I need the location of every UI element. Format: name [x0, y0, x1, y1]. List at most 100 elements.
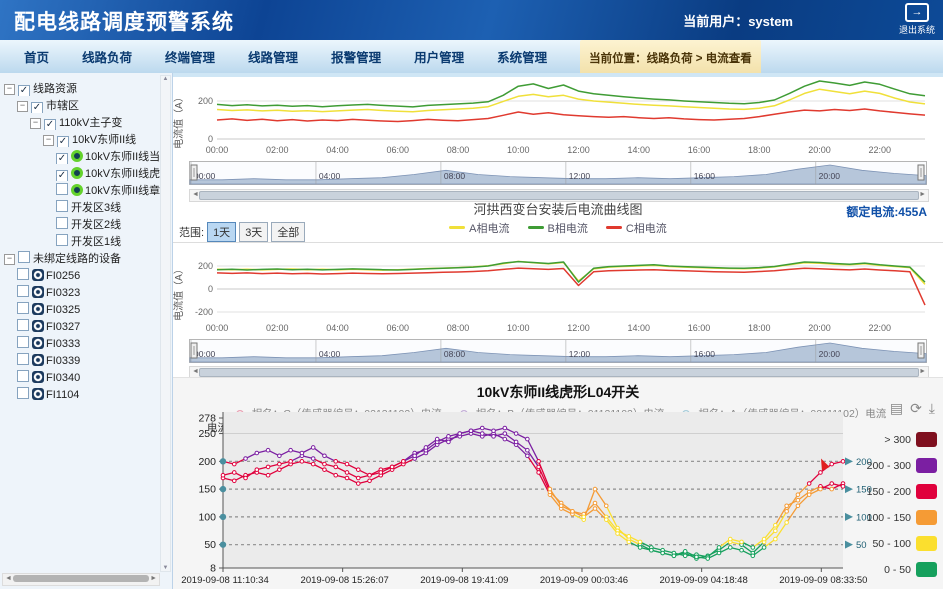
mid-chart-legend: A相电流 B相电流 C相电流 [173, 219, 943, 237]
scroll-left-icon[interactable]: ◄ [192, 368, 199, 375]
checkbox[interactable] [17, 302, 29, 314]
scroll-left-icon[interactable]: ◄ [192, 191, 199, 198]
tree-item[interactable]: FI0327 [2, 317, 161, 334]
tree-item[interactable]: FI1104 [2, 385, 161, 402]
checkbox[interactable]: ✓ [56, 170, 68, 181]
logout-button[interactable]: → 退出系统 [897, 3, 937, 36]
scrollbar-thumb[interactable] [13, 575, 149, 582]
tree-item[interactable]: − ✓ 市辖区 [2, 96, 161, 113]
tree-item[interactable]: ✓ 10kV东师II线虎形L0 [2, 164, 161, 181]
band-swatch [916, 432, 937, 447]
checkbox[interactable] [56, 217, 68, 229]
tree-item[interactable]: 开发区1线 [2, 232, 161, 249]
expander-icon[interactable]: − [43, 135, 54, 146]
svg-text:12:00: 12:00 [569, 171, 591, 181]
rated-current-label: 额定电流:455A [846, 205, 927, 219]
tree-item[interactable]: 开发区2线 [2, 215, 161, 232]
checkbox[interactable] [56, 200, 68, 212]
tree-item-label: 10kV东师II线 [72, 134, 137, 146]
nav-item-2[interactable]: 终端管理 [165, 51, 216, 65]
tree-item[interactable]: ✓ 10kV东师II线当塘L0 [2, 147, 161, 164]
chart-top-navigator[interactable]: 00:00 04:00 08:00 12:00 16:00 20:00 [189, 161, 929, 187]
checkbox[interactable] [17, 370, 29, 382]
svg-text:00:00: 00:00 [206, 145, 229, 155]
chart-top-scrollbar[interactable]: ◄ ► [189, 189, 929, 202]
scrollbar-thumb[interactable] [199, 368, 919, 377]
device-icon [32, 371, 44, 383]
scroll-right-icon[interactable]: ► [919, 368, 926, 375]
nav-item-6[interactable]: 系统管理 [497, 51, 548, 65]
tree-item[interactable]: 10kV东师II线章江L0 [2, 181, 161, 198]
scroll-up-icon[interactable]: ▲ [162, 76, 169, 82]
checkbox[interactable] [17, 319, 29, 331]
device-icon [32, 337, 44, 349]
checkbox[interactable] [17, 387, 29, 399]
checkbox[interactable] [18, 251, 30, 263]
legend-item: B相电流 [527, 220, 588, 236]
checkbox[interactable] [56, 234, 68, 246]
device-tree: − ✓ 线路资源 − ✓ 市辖区 − ✓ 110kV主子变 − ✓ 10kV东师II线 ✓ 10kV东师I… [2, 79, 161, 402]
band-swatch [916, 458, 937, 473]
checkbox[interactable] [56, 183, 68, 195]
tree-item[interactable]: 开发区3线 [2, 198, 161, 215]
nav-item-1[interactable]: 线路负荷 [82, 51, 133, 65]
svg-text:18:00: 18:00 [748, 323, 771, 333]
range-button-全部[interactable]: 全部 [271, 222, 306, 242]
tree-item[interactable]: − 未绑定线路的设备 [2, 249, 161, 266]
band-label: 200 - 300 [866, 460, 911, 472]
band-swatch [916, 536, 937, 551]
svg-text:14:00: 14:00 [628, 145, 651, 155]
nav-item-3[interactable]: 线路管理 [248, 51, 299, 65]
tree-item[interactable]: FI0339 [2, 351, 161, 368]
scroll-down-icon[interactable]: ▼ [162, 565, 169, 571]
tree-item[interactable]: FI0325 [2, 300, 161, 317]
tree-item-label: 110kV主子变 [59, 117, 123, 129]
tree-item[interactable]: − ✓ 110kV主子变 [2, 113, 161, 130]
phase-current-chart-mid[interactable]: 200 0 -200 00:00 02:00 04:00 06:00 08:00 10:00 12… [189, 245, 929, 337]
checkbox[interactable]: ✓ [18, 85, 30, 96]
tree-item-label: 市辖区 [46, 100, 79, 112]
tree-item[interactable]: FI0256 [2, 266, 161, 283]
scroll-right-icon[interactable]: ► [919, 191, 926, 198]
refresh-icon[interactable]: ⟳ [910, 400, 922, 416]
checkbox[interactable]: ✓ [56, 153, 68, 164]
checkbox[interactable]: ✓ [44, 119, 56, 130]
svg-text:18:00: 18:00 [748, 145, 771, 155]
expander-icon[interactable]: − [30, 118, 41, 129]
checkbox[interactable]: ✓ [31, 102, 43, 113]
phase-current-chart-top[interactable]: 200 0 00:00 02:00 04:00 06:00 08:00 10:00 12:00 1… [189, 77, 929, 159]
checkbox[interactable] [17, 285, 29, 297]
checkbox[interactable] [17, 353, 29, 365]
nav-item-0[interactable]: 首页 [24, 51, 50, 65]
tree-item[interactable]: FI0333 [2, 334, 161, 351]
tree-item[interactable]: FI0340 [2, 368, 161, 385]
expander-icon[interactable]: − [4, 254, 15, 265]
sidebar-vertical-scrollbar[interactable]: ▲ ▼ [160, 75, 171, 572]
tree-item[interactable]: FI0323 [2, 283, 161, 300]
checkbox[interactable]: ✓ [57, 136, 69, 147]
expander-icon[interactable]: − [4, 84, 15, 95]
sidebar-horizontal-scrollbar[interactable]: ◄ ► [2, 573, 160, 586]
checkbox[interactable] [17, 268, 29, 280]
tree-item-label: FI0339 [46, 355, 81, 367]
svg-text:2019-09-08 19:41:09: 2019-09-08 19:41:09 [420, 575, 508, 584]
checkbox[interactable] [17, 336, 29, 348]
chart-toolbox: ▤ ⟳ ⤓ [883, 400, 935, 417]
range-button-1天[interactable]: 1天 [207, 222, 237, 242]
tree-item[interactable]: − ✓ 线路资源 [2, 79, 161, 96]
expander-icon[interactable]: − [17, 101, 28, 112]
switch-current-chart[interactable]: 278 250 200 150 100 50 8 2019-09-08 11:10:34 201… [179, 402, 879, 586]
nav-item-5[interactable]: 用户管理 [414, 51, 465, 65]
scroll-left-icon[interactable]: ◄ [5, 575, 12, 582]
scroll-right-icon[interactable]: ► [150, 575, 157, 582]
svg-text:00:00: 00:00 [194, 349, 216, 359]
chart-mid-navigator[interactable]: 00:00 04:00 08:00 12:00 16:00 20:00 [189, 339, 929, 365]
svg-text:2019-09-08 15:26:07: 2019-09-08 15:26:07 [301, 575, 389, 584]
range-button-3天[interactable]: 3天 [239, 222, 269, 242]
tree-item[interactable]: − ✓ 10kV东师II线 [2, 130, 161, 147]
main-navbar: 首页 线路负荷 终端管理 线路管理 报警管理 用户管理 系统管理 当前位置：线路负荷 > 电流… [0, 40, 943, 78]
data-view-icon[interactable]: ▤ [889, 400, 904, 416]
scrollbar-thumb[interactable] [199, 191, 919, 200]
download-icon[interactable]: ⤓ [928, 400, 935, 416]
nav-item-4[interactable]: 报警管理 [331, 51, 382, 65]
